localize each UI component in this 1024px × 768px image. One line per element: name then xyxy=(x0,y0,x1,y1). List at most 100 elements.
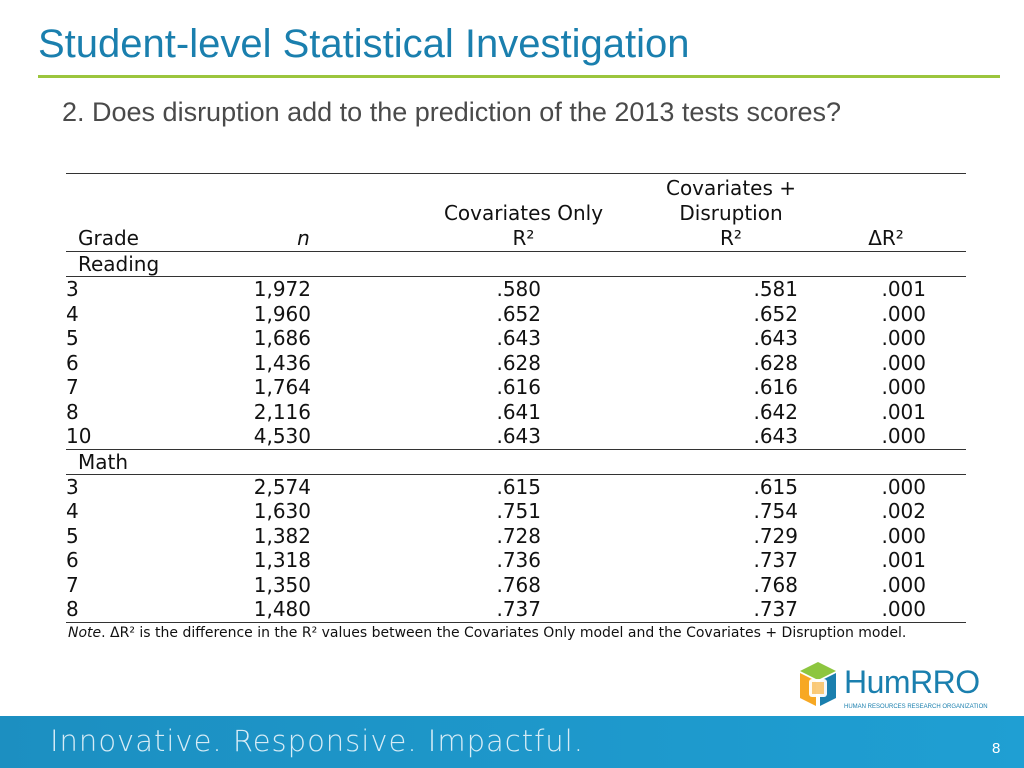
table-note: Note. ΔR² is the difference in the R² va… xyxy=(68,625,973,642)
cell-delta-r2: .001 xyxy=(881,399,926,424)
header-covariates-only: Covariates Only R² xyxy=(391,173,656,252)
cell-delta-r2: .001 xyxy=(881,548,926,572)
cell-delta-r2: .000 xyxy=(806,424,966,450)
cell-covariates-only: .652 xyxy=(496,301,541,326)
cell-delta-r2: .002 xyxy=(881,499,926,523)
table-row: 5 1,382 .728 .729 .000 xyxy=(66,524,966,549)
cell-delta-r2: .001 xyxy=(881,277,926,301)
section-row-math: Math xyxy=(66,449,966,475)
cell-covariates-only: .728 xyxy=(496,523,541,548)
table-row: 5 1,686 .643 .643 .000 xyxy=(66,326,966,351)
header-delta-r2: ΔR² xyxy=(806,173,966,252)
slide-title: Student-level Statistical Investigation xyxy=(38,22,690,66)
header-n: n xyxy=(216,173,391,252)
cell-grade: 3 xyxy=(66,474,79,499)
section-label: Reading xyxy=(66,251,966,277)
logo-wordmark: HumRRO xyxy=(844,664,980,700)
cell-covariates-only: .643 xyxy=(496,326,541,350)
cell-covariates-only: .615 xyxy=(496,474,541,499)
table-row: 8 1,480.737.737.000 xyxy=(66,597,966,623)
cell-covariates-disruption: .616 xyxy=(753,375,798,399)
page-number: 8 xyxy=(992,740,1001,757)
cell-n: 1,972 xyxy=(253,277,311,301)
footer-tagline: Innovative. Responsive. Impactful. xyxy=(50,724,584,758)
cell-covariates-only: .768 xyxy=(496,572,541,597)
cell-covariates-disruption: .643 xyxy=(753,326,798,350)
cell-n: 1,436 xyxy=(253,350,311,375)
cell-covariates-disruption: .615 xyxy=(753,474,798,499)
table-row: 7 1,764 .616 .616 .000 xyxy=(66,375,966,400)
cell-covariates-disruption: .768 xyxy=(753,572,798,597)
cell-delta-r2: .000 xyxy=(881,326,926,350)
section-label: Math xyxy=(66,449,966,475)
cell-grade: 3 xyxy=(66,277,79,301)
cell-grade: 6 xyxy=(66,350,79,375)
slide-subtitle: 2. Does disruption add to the prediction… xyxy=(62,97,841,127)
cell-grade: 5 xyxy=(66,523,79,548)
cell-covariates-only: .641 xyxy=(496,399,541,424)
table-row: 6 1,436 .628 .628 .000 xyxy=(66,351,966,376)
cell-covariates-disruption: .737 xyxy=(656,597,806,623)
table-row: 7 1,350 .768 .768 .000 xyxy=(66,573,966,598)
table-row: 8 2,116 .641 .642 .001 xyxy=(66,400,966,425)
cell-delta-r2: .000 xyxy=(881,523,926,548)
results-table-container: Grade n Covariates Only R² Covariates + … xyxy=(66,173,966,642)
table-row: 4 1,630 .751 .754 .002 xyxy=(66,499,966,524)
header-grade: Grade xyxy=(66,173,216,252)
cell-n: 1,764 xyxy=(253,375,311,399)
table-row: 3 2,574 .615 .615 .000 xyxy=(66,474,966,499)
cell-grade: 10 xyxy=(66,424,216,450)
cell-delta-r2: .000 xyxy=(806,597,966,623)
note-label: Note xyxy=(68,624,102,641)
cell-covariates-disruption: .729 xyxy=(753,523,798,548)
cell-grade: 4 xyxy=(66,499,79,523)
section-row-reading: Reading xyxy=(66,251,966,277)
cell-n: 1,960 xyxy=(253,301,311,326)
cell-grade: 7 xyxy=(66,572,79,597)
cell-n: 1,382 xyxy=(253,523,311,548)
cell-delta-r2: .000 xyxy=(881,572,926,597)
cell-covariates-disruption: .643 xyxy=(656,424,806,450)
cell-covariates-disruption: .737 xyxy=(753,548,798,572)
title-divider xyxy=(38,75,1000,78)
cell-n: 1,630 xyxy=(253,499,311,523)
table-body: Reading 3 1,972.580.581.001 4 1,960.652.652.… xyxy=(66,251,966,623)
cell-covariates-disruption: .754 xyxy=(753,499,798,523)
cell-covariates-disruption: .628 xyxy=(753,350,798,375)
table-row: 4 1,960 .652 .652 .000 xyxy=(66,302,966,327)
humrro-logo: HumRRO HUMAN RESOURCES RESEARCH ORGANIZA… xyxy=(796,660,1006,716)
cell-covariates-only: .736 xyxy=(496,548,541,572)
logo-subtitle: HUMAN RESOURCES RESEARCH ORGANIZATION xyxy=(844,704,988,710)
cell-n: 4,530 xyxy=(216,424,391,450)
cell-n: 1,480 xyxy=(216,597,391,623)
cell-grade: 6 xyxy=(66,548,79,572)
note-text: . ΔR² is the difference in the R² values… xyxy=(101,624,907,641)
cell-covariates-disruption: .581 xyxy=(753,277,798,301)
cell-grade: 8 xyxy=(66,597,216,623)
results-table: Grade n Covariates Only R² Covariates + … xyxy=(66,173,966,623)
cell-n: 1,318 xyxy=(253,548,311,572)
cell-covariates-only: .580 xyxy=(496,277,541,301)
table-row: 6 1,318 .736 .737 .001 xyxy=(66,548,966,573)
footer-bar: Innovative. Responsive. Impactful. 8 xyxy=(0,716,1024,768)
cell-covariates-only: .751 xyxy=(496,499,541,523)
table-row: 10 4,530.643.643.000 xyxy=(66,424,966,450)
cell-grade: 7 xyxy=(66,375,79,399)
cell-covariates-only: .628 xyxy=(496,350,541,375)
cell-delta-r2: .000 xyxy=(881,375,926,399)
cell-covariates-only: .643 xyxy=(391,424,656,450)
cell-n: 2,574 xyxy=(253,474,311,499)
cell-n: 1,350 xyxy=(253,572,311,597)
table-header-row: Grade n Covariates Only R² Covariates + … xyxy=(66,173,966,252)
cell-n: 2,116 xyxy=(253,399,311,424)
table-row: 3 1,972 .580 .581 .001 xyxy=(66,277,966,302)
header-covariates-disruption: Covariates + Disruption R² xyxy=(656,173,806,252)
cell-covariates-disruption: .642 xyxy=(753,399,798,424)
humrro-cube-logo-icon xyxy=(800,662,836,706)
cell-grade: 8 xyxy=(66,399,79,424)
cell-n: 1,686 xyxy=(253,326,311,350)
cell-grade: 5 xyxy=(66,326,79,350)
cell-delta-r2: .000 xyxy=(881,474,926,499)
cell-delta-r2: .000 xyxy=(881,301,926,326)
cell-grade: 4 xyxy=(66,301,79,326)
